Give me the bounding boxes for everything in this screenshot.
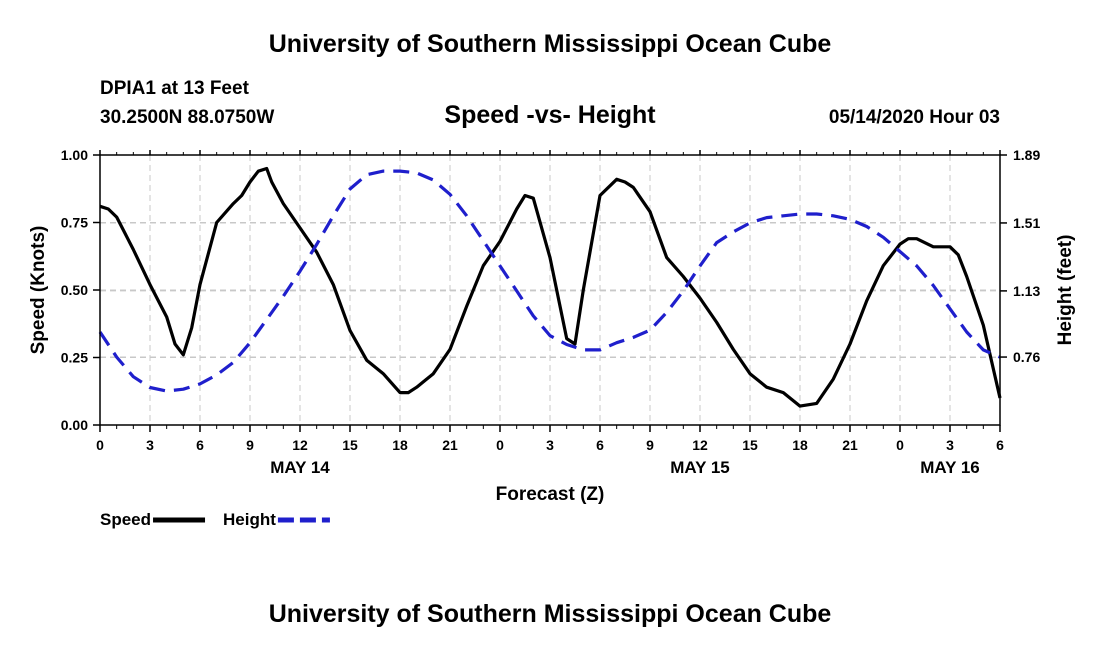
x-tick-label: 6 [996,437,1004,453]
forecast-datetime: 05/14/2020 Hour 03 [828,107,1000,128]
day-label: MAY 16 [920,458,980,477]
x-tick-label: 12 [292,437,308,453]
y2-tick-label: 0.76 [1013,349,1040,365]
y-tick-label: 0.75 [61,215,88,231]
x-tick-label: 12 [692,437,708,453]
x-tick-label: 21 [842,437,858,453]
legend-label-speed: Speed [100,510,151,529]
y-tick-label: 1.00 [61,147,88,163]
x-tick-label: 15 [742,437,758,453]
x-tick-label: 3 [546,437,554,453]
page-title: University of Southern Mississippi Ocean… [268,30,832,58]
x-axis-label: Forecast (Z) [496,484,605,505]
station-label: DPIA1 at 13 Feet [100,78,249,99]
x-tick-label: 0 [96,437,104,453]
x-tick-label: 0 [896,437,904,453]
x-tick-label: 18 [792,437,808,453]
x-tick-label: 0 [496,437,504,453]
footer-title: University of Southern Mississippi Ocean… [268,600,832,628]
x-tick-label: 21 [442,437,458,453]
x-tick-label: 6 [596,437,604,453]
chart-axes: 0 3 6 9 12 15 18 21 0 3 6 9 12 15 18 21 0 3 6 0.00 0.25 0.50 0… [61,147,1041,477]
x-tick-label: 18 [392,437,408,453]
x-tick-label: 3 [146,437,154,453]
y2-tick-label: 1.13 [1013,283,1040,299]
plot-lines [98,166,1002,408]
y-axis-label-height: Height (feet) [1055,235,1076,346]
chart-grid [100,155,1000,425]
series-line-height [98,169,1001,393]
chart-title: Speed -vs- Height [444,101,656,129]
y-axis-label-speed: Speed (Knots) [28,226,49,355]
x-tick-label: 3 [946,437,954,453]
x-tick-label: 15 [342,437,358,453]
day-label: MAY 15 [670,458,730,477]
series-line-speed [99,166,1002,408]
y-tick-label: 0.50 [61,282,88,298]
x-tick-label: 9 [246,437,254,453]
y-tick-label: 0.00 [61,417,88,433]
legend-label-height: Height [223,510,276,529]
y2-tick-label: 1.89 [1013,147,1040,163]
y-tick-label: 0.25 [61,350,88,366]
y2-tick-label: 1.51 [1013,215,1040,231]
station-coordinates: 30.2500N 88.0750W [100,107,275,128]
chart-legend: Speed Height [100,510,330,529]
day-label: MAY 14 [270,458,330,477]
x-tick-label: 9 [646,437,654,453]
x-tick-label: 6 [196,437,204,453]
